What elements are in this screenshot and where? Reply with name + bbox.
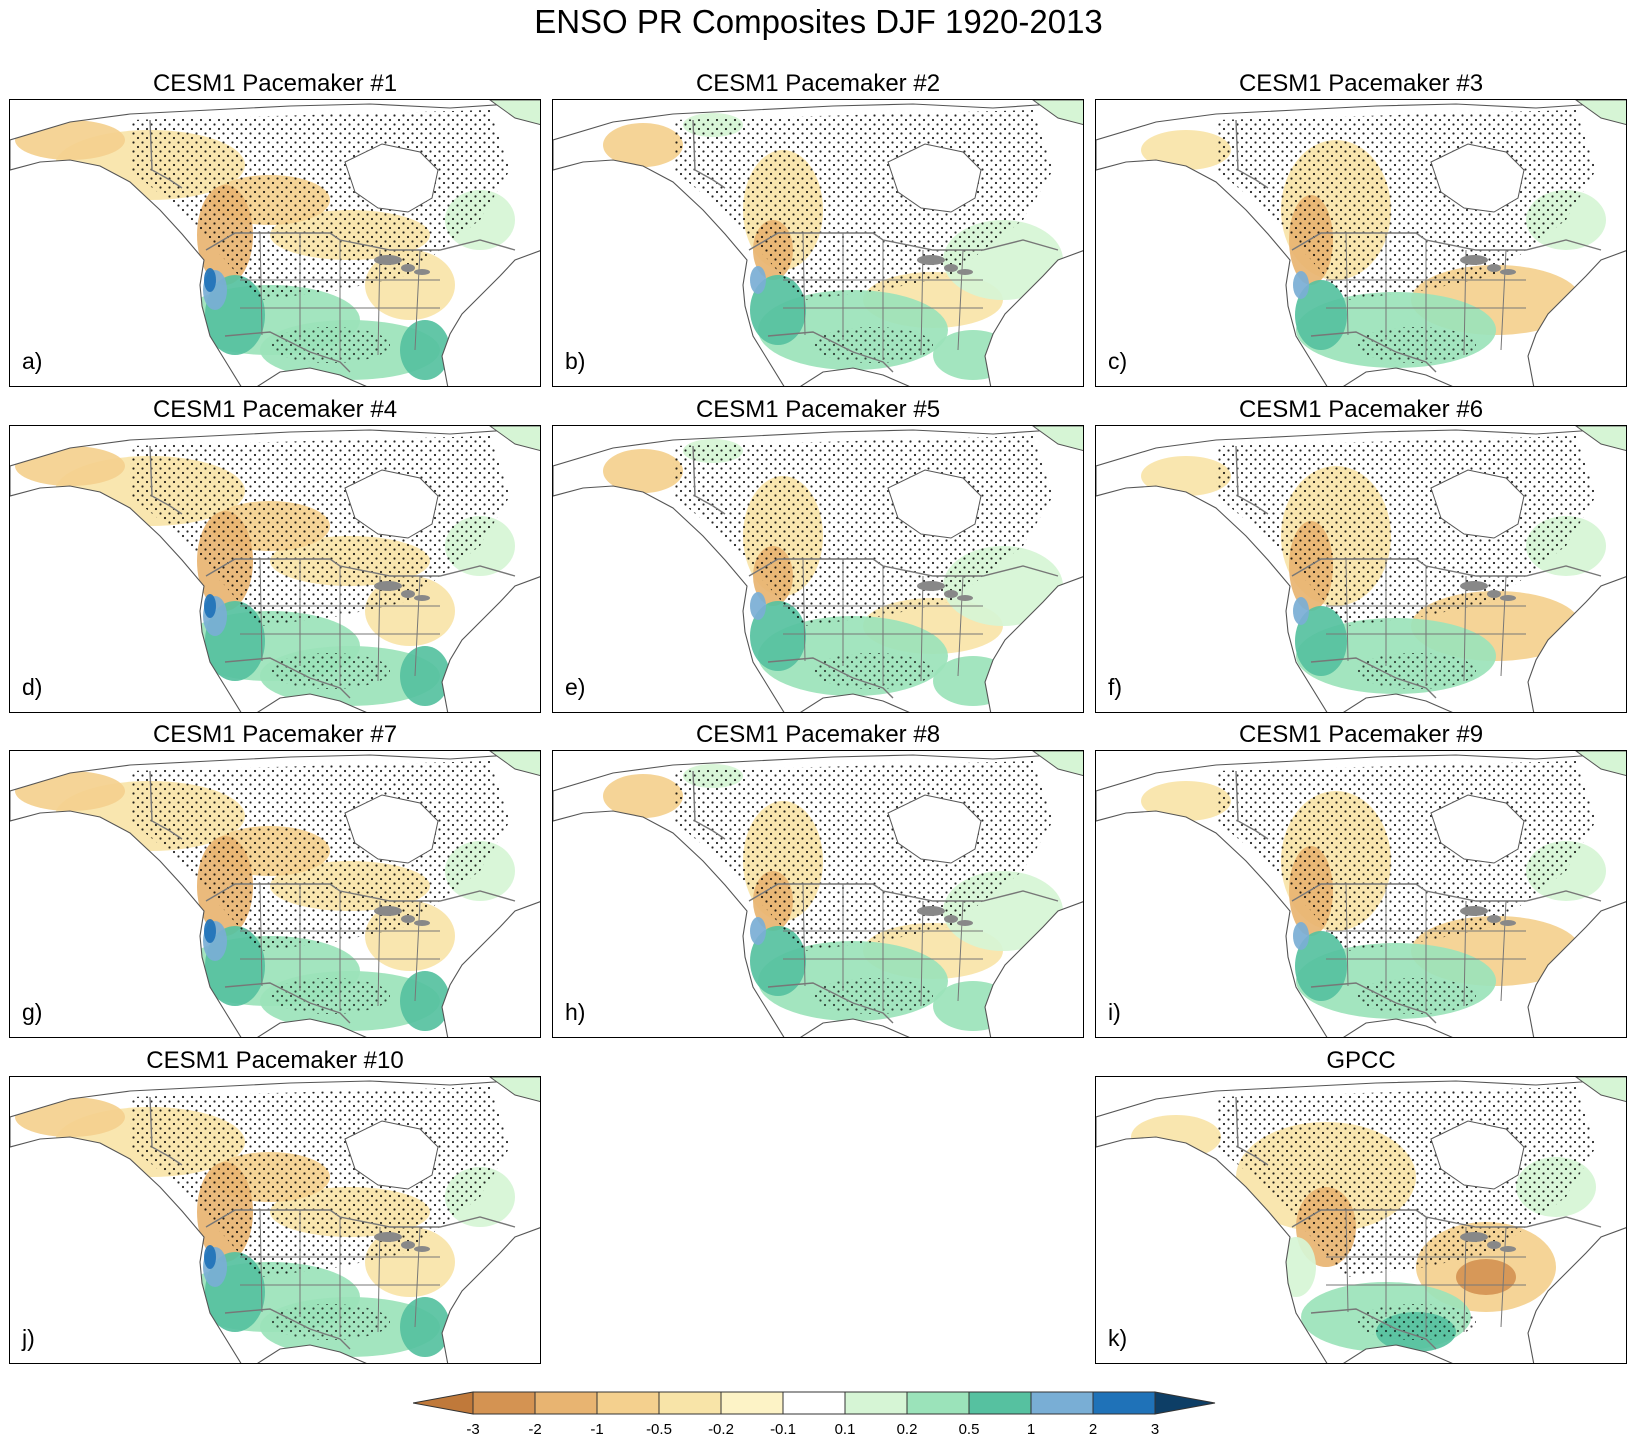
political-boundaries	[1235, 770, 1602, 1024]
map-panel-1: a)	[9, 99, 541, 387]
map-panel-10: j)	[9, 1076, 541, 1364]
map-svg	[10, 751, 540, 1037]
panel-label: a)	[22, 348, 43, 374]
political-boundaries	[692, 445, 1059, 699]
colorbar-segment	[1030, 1391, 1094, 1415]
colorbar-segment	[596, 1391, 660, 1415]
map-panel-4: d)	[9, 425, 541, 713]
colorbar-segment	[472, 1391, 536, 1415]
colorbar-segment	[720, 1391, 784, 1415]
panel-title-8: CESM1 Pacemaker #8	[695, 721, 941, 748]
colorbar-segment	[534, 1391, 598, 1415]
map-panel-6: f)	[1095, 425, 1627, 713]
map-panel-11: k)	[1095, 1076, 1627, 1364]
colorbar-segment	[844, 1391, 908, 1415]
colorbar-tick-label: -0.2	[708, 1421, 734, 1438]
colorbar-tick-label: -3	[466, 1421, 479, 1438]
political-boundaries	[692, 770, 1059, 1024]
panel-label: h)	[565, 999, 586, 1025]
map-svg	[553, 426, 1083, 712]
figure-title: ENSO PR Composites DJF 1920-2013	[534, 3, 1103, 40]
colorbar-min-arrow	[413, 1391, 474, 1415]
panel-title-3: CESM1 Pacemaker #3	[1238, 70, 1484, 97]
colorbar-segment	[782, 1391, 846, 1415]
map-svg	[553, 751, 1083, 1037]
colorbar-tick-label: 3	[1151, 1421, 1159, 1438]
colorbar-tick-label: -2	[528, 1421, 541, 1438]
colorbar-segment	[1092, 1391, 1156, 1415]
panel-label: b)	[565, 348, 586, 374]
map-svg	[553, 100, 1083, 386]
map-svg	[10, 1077, 540, 1363]
panel-label: e)	[565, 674, 586, 700]
colorbar-segment	[906, 1391, 970, 1415]
colorbar-tick-label: 0.1	[835, 1421, 856, 1438]
colorbar-segment	[968, 1391, 1032, 1415]
panel-title-10: CESM1 Pacemaker #10	[146, 1047, 404, 1074]
panel-label: i)	[1108, 999, 1121, 1025]
political-boundaries	[1235, 445, 1602, 699]
political-boundaries	[149, 770, 516, 1024]
political-boundaries	[149, 1096, 516, 1350]
panel-label: k)	[1108, 1325, 1128, 1351]
panel-title-2: CESM1 Pacemaker #2	[695, 70, 941, 97]
map-svg	[1096, 426, 1626, 712]
map-svg	[10, 100, 540, 386]
map-panel-2: b)	[552, 99, 1084, 387]
political-boundaries	[149, 119, 516, 373]
map-panel-5: e)	[552, 425, 1084, 713]
map-panel-8: h)	[552, 750, 1084, 1038]
colorbar-segment	[658, 1391, 722, 1415]
panel-label: g)	[22, 999, 43, 1025]
map-panel-9: i)	[1095, 750, 1627, 1038]
colorbar-tick-label: 0.5	[959, 1421, 980, 1438]
political-boundaries	[1235, 1096, 1602, 1350]
political-boundaries	[1235, 119, 1602, 373]
map-panel-3: c)	[1095, 99, 1627, 387]
colorbar-tick-label: 2	[1089, 1421, 1097, 1438]
colorbar-tick-label: 1	[1027, 1421, 1035, 1438]
panel-title-1: CESM1 Pacemaker #1	[152, 70, 398, 97]
political-boundaries	[692, 119, 1059, 373]
panel-label: d)	[22, 674, 43, 700]
colorbar-max-arrow	[1154, 1391, 1216, 1415]
colorbar-tick-label: 0.2	[897, 1421, 918, 1438]
panel-label: j)	[22, 1325, 35, 1351]
colorbar-tick-label: -0.5	[646, 1421, 672, 1438]
colorbar-tick-label: -0.1	[770, 1421, 796, 1438]
panel-title-4: CESM1 Pacemaker #4	[152, 396, 398, 423]
panel-title-5: CESM1 Pacemaker #5	[695, 396, 941, 423]
colorbar-tick-label: -1	[590, 1421, 603, 1438]
panel-title-9: CESM1 Pacemaker #9	[1238, 721, 1484, 748]
panel-title-6: CESM1 Pacemaker #6	[1238, 396, 1484, 423]
colorbar: -3 -2 -1 -0.5 -0.2 -0.1 0.1 0.2 0.5 1 2 3	[413, 1391, 1216, 1438]
map-svg	[10, 426, 540, 712]
panel-label: f)	[1108, 674, 1123, 700]
political-boundaries	[149, 445, 516, 699]
panel-label: c)	[1108, 348, 1128, 374]
map-svg	[1096, 1077, 1626, 1363]
panel-title-11: GPCC	[1326, 1047, 1396, 1074]
map-panel-7: g)	[9, 750, 541, 1038]
panel-title-7: CESM1 Pacemaker #7	[152, 721, 398, 748]
precip-field	[10, 104, 540, 386]
map-svg	[1096, 100, 1626, 386]
map-svg	[1096, 751, 1626, 1037]
